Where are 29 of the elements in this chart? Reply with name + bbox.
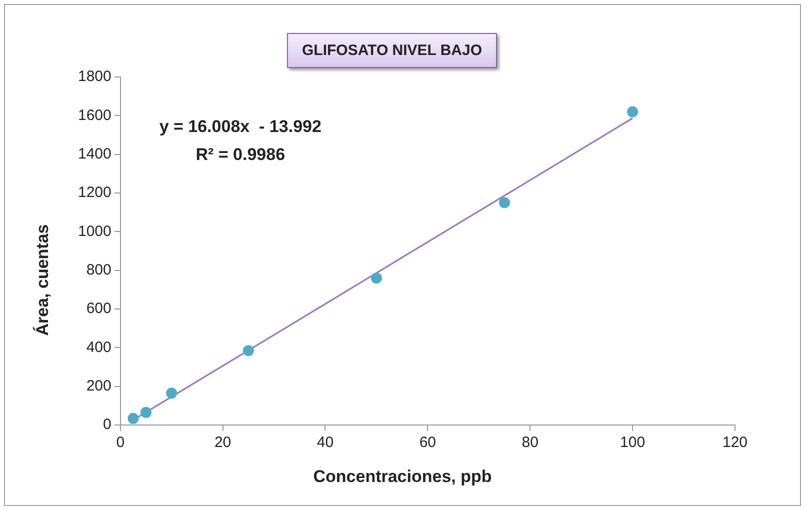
point <box>627 106 638 118</box>
point <box>370 272 382 284</box>
x-tick-label: 0 <box>116 434 125 452</box>
y-tick-label: 1000 <box>78 222 112 240</box>
annotation: R² = 0.9986 <box>196 145 286 164</box>
y-axis-title: Área, cuentas <box>33 223 53 338</box>
point <box>499 197 510 208</box>
y-tick-label: 0 <box>103 416 112 434</box>
chart-title: GLIFOSATO NIVEL BAJO <box>287 33 498 68</box>
point <box>140 406 152 418</box>
x-tick-label: 80 <box>522 434 538 452</box>
y-tick-label: 1400 <box>78 145 112 162</box>
y-tick-label: 1600 <box>78 106 112 124</box>
y-tick-label: 600 <box>86 300 112 318</box>
point <box>128 412 139 424</box>
y-tick-label: 400 <box>86 338 112 356</box>
y-tick-label: 1200 <box>78 184 112 202</box>
y-tick-label: 200 <box>86 377 112 394</box>
x-tick-label: 100 <box>620 434 646 452</box>
point <box>166 388 178 399</box>
x-tick-label: 120 <box>722 434 748 452</box>
point <box>242 345 254 356</box>
x-tick-label: 40 <box>316 434 334 452</box>
x-tick-label: 60 <box>419 434 436 452</box>
x-axis-title: Concentraciones, ppb <box>312 467 493 487</box>
annotation: y = 16.008x - 13.992 <box>159 117 322 136</box>
x-tick-label: 20 <box>214 434 232 452</box>
y-tick-label: 1800 <box>78 68 112 86</box>
y-tick-label: 800 <box>86 261 112 278</box>
